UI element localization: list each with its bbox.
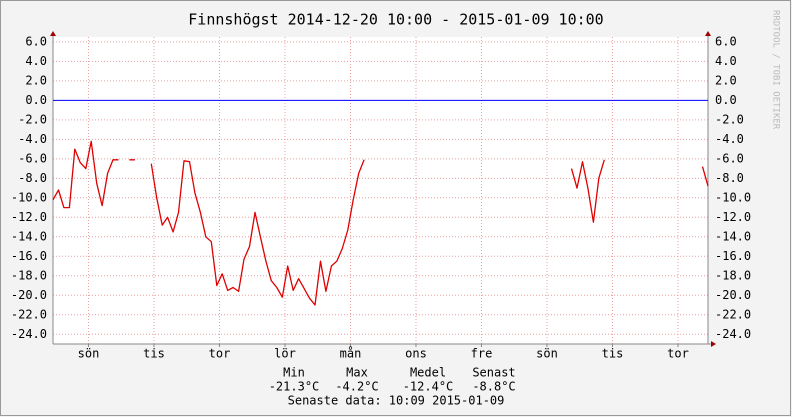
footer: Senaste data: 10:09 2015-01-09: [288, 394, 505, 408]
y-tick-label: -14.0: [11, 229, 47, 243]
y-tick-label: -20.0: [11, 288, 47, 302]
y2-tick-label: 4.0: [715, 54, 737, 68]
watermark: RRDTOOL / TOBI OETIKER: [771, 10, 781, 130]
stat-value: -8.8°C: [472, 380, 515, 394]
stat-name: Medel: [410, 366, 446, 380]
stat-value: -21.3°C: [269, 380, 320, 394]
stat-value: -4.2°C: [335, 380, 378, 394]
stat-value: -12.4°C: [403, 380, 454, 394]
plot-area: [53, 37, 708, 344]
y-tick-label: 6.0: [25, 34, 47, 48]
stat-name: Max: [346, 366, 368, 380]
x-tick-label: fre: [471, 347, 493, 361]
x-tick-label: tor: [209, 347, 231, 361]
axis-arrow: [705, 31, 711, 36]
y2-tick-label: -12.0: [715, 210, 751, 224]
stat-name: Senast: [472, 366, 515, 380]
axis-arrow: [50, 31, 56, 36]
chart-title: Finnshögst 2014-12-20 10:00 - 2015-01-09…: [188, 11, 603, 29]
y-tick-label: 2.0: [25, 73, 47, 87]
y2-tick-label: 6.0: [715, 34, 737, 48]
y-tick-label: -2.0: [18, 112, 47, 126]
y-tick-label: -4.0: [18, 132, 47, 146]
y-tick-label: -22.0: [11, 307, 47, 321]
y-tick-label: 4.0: [25, 54, 47, 68]
y2-tick-label: -2.0: [715, 112, 744, 126]
y2-tick-label: 2.0: [715, 73, 737, 87]
y2-tick-label: -16.0: [715, 249, 751, 263]
x-tick-label: sön: [536, 347, 558, 361]
x-tick-label: ons: [405, 347, 427, 361]
y2-tick-label: -18.0: [715, 268, 751, 282]
y-tick-label: -8.0: [18, 171, 47, 185]
y2-tick-label: -10.0: [715, 190, 751, 204]
y-tick-label: -24.0: [11, 327, 47, 341]
y-tick-label: -6.0: [18, 151, 47, 165]
y2-tick-label: -22.0: [715, 307, 751, 321]
y-tick-label: -12.0: [11, 210, 47, 224]
y2-tick-label: -4.0: [715, 132, 744, 146]
x-tick-label: mån: [340, 347, 362, 361]
x-tick-label: tis: [602, 347, 624, 361]
y-tick-label: -10.0: [11, 190, 47, 204]
x-tick-label: tor: [667, 347, 689, 361]
stat-name: Min: [283, 366, 305, 380]
y-tick-label: -18.0: [11, 268, 47, 282]
y2-tick-label: -8.0: [715, 171, 744, 185]
y2-tick-label: -24.0: [715, 327, 751, 341]
x-tick-label: sön: [78, 347, 100, 361]
y2-tick-label: -14.0: [715, 229, 751, 243]
y2-tick-label: -6.0: [715, 151, 744, 165]
x-tick-label: tis: [143, 347, 165, 361]
y-tick-label: 0.0: [25, 93, 47, 107]
y2-tick-label: 0.0: [715, 93, 737, 107]
y2-tick-label: -20.0: [715, 288, 751, 302]
data-line: [52, 140, 709, 306]
axis-arrow: [711, 341, 716, 347]
x-tick-label: lör: [274, 347, 296, 361]
y-tick-label: -16.0: [11, 249, 47, 263]
